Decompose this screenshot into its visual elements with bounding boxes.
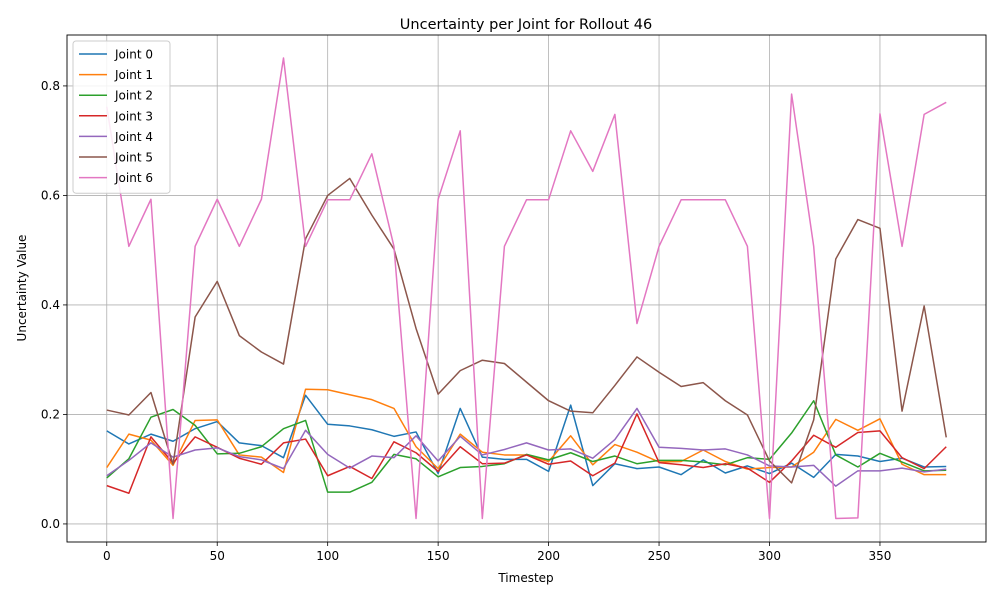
series-line-joint-0 <box>106 394 947 487</box>
y-tick-label: 0.6 <box>41 188 60 202</box>
x-tick-label: 200 <box>537 549 560 563</box>
legend-box <box>72 40 171 194</box>
legend-entry-joint-0: Joint 0 <box>114 48 153 62</box>
x-tick-label: 150 <box>427 549 450 563</box>
series-line-joint-5 <box>106 177 947 484</box>
legend-entry-joint-3: Joint 3 <box>114 109 153 123</box>
legend-entry-joint-4: Joint 4 <box>114 130 153 144</box>
y-axis-label: Uncertainty Value <box>15 235 29 342</box>
legend: Joint 0 Joint 1 Joint 2 Joint 3 Joint 4 Joint… <box>72 40 171 194</box>
y-tick-label: 0.4 <box>41 298 60 312</box>
y-tick-label: 0.8 <box>41 79 60 93</box>
series-line-joint-6 <box>106 57 947 520</box>
x-tick-label: 350 <box>869 549 892 563</box>
y-tick-label: 0.0 <box>41 517 60 531</box>
x-axis-label: Timestep <box>497 571 553 585</box>
y-axis-ticks: 0.0 0.2 0.4 0.6 0.8 <box>41 79 67 531</box>
plot-frame <box>66 34 987 543</box>
series-line-joint-4 <box>106 407 947 487</box>
chart-title: Uncertainty per Joint for Rollout 46 <box>400 17 652 33</box>
series-line-joint-3 <box>106 413 947 495</box>
series-layer <box>106 57 947 520</box>
x-tick-label: 0 <box>103 549 111 563</box>
x-tick-label: 250 <box>648 549 671 563</box>
legend-entry-joint-1: Joint 1 <box>114 68 153 82</box>
x-tick-label: 50 <box>210 549 225 563</box>
legend-entry-joint-6: Joint 6 <box>114 171 153 185</box>
x-tick-label: 100 <box>316 549 339 563</box>
y-tick-label: 0.2 <box>41 407 60 421</box>
legend-entry-joint-5: Joint 5 <box>114 151 153 165</box>
x-tick-label: 300 <box>758 549 781 563</box>
x-axis-ticks: 0 50 100 150 200 250 300 350 <box>103 542 891 563</box>
legend-entry-joint-2: Joint 2 <box>114 89 153 103</box>
